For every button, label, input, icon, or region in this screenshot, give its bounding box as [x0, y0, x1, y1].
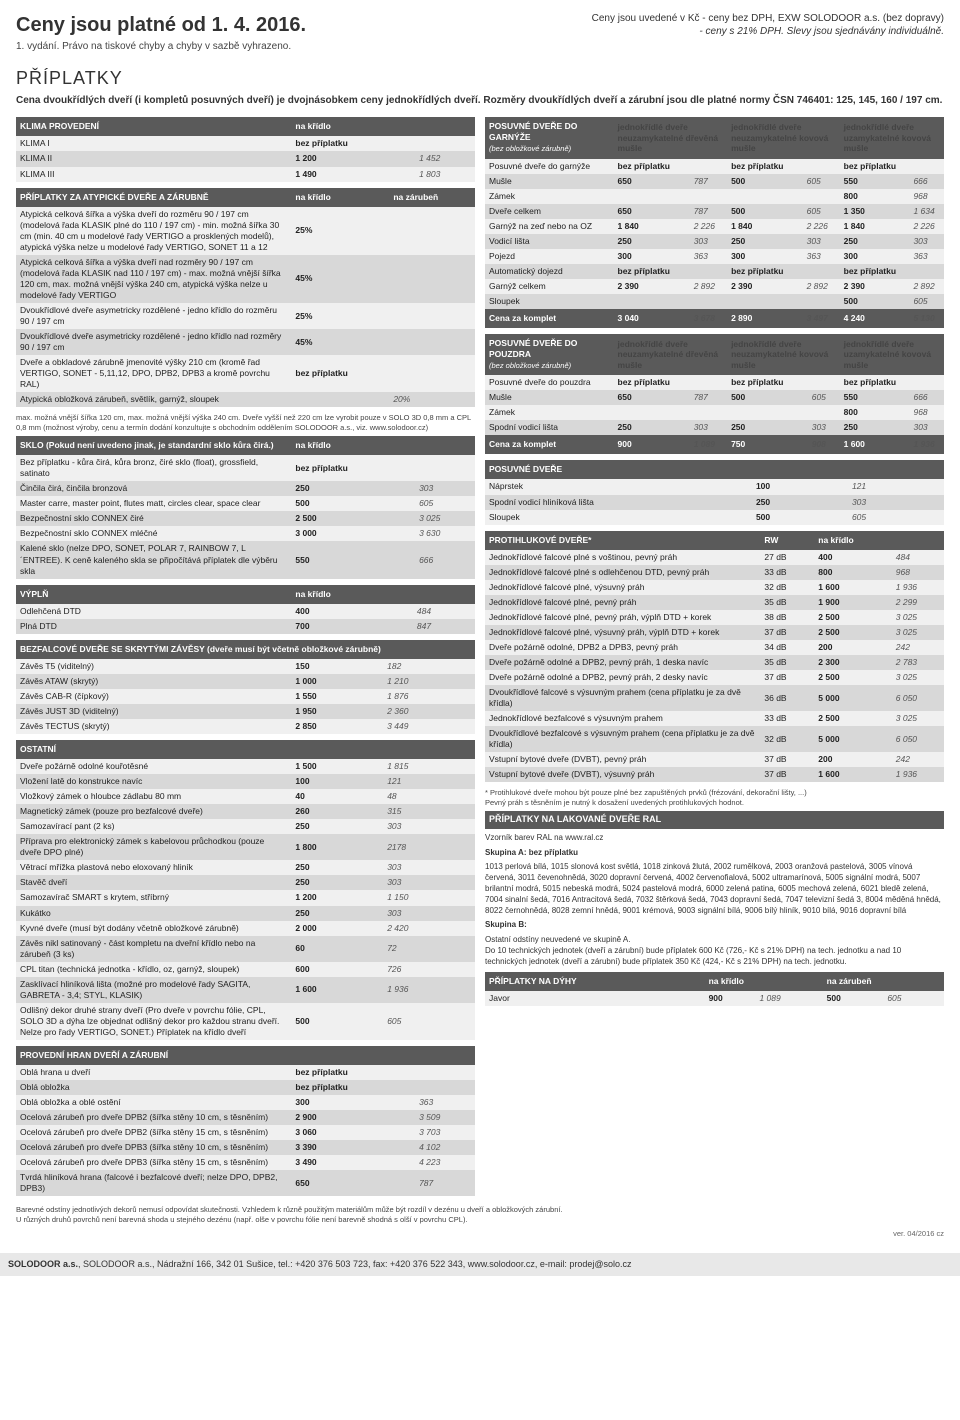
ral-ska: Skupina A: bez příplatku [485, 848, 944, 859]
header-sub: 1. vydání. Právo na tiskové chyby a chyb… [16, 40, 306, 53]
page-title: Ceny jsou platné od 1. 4. 2016. [16, 12, 306, 38]
proti-note: * Protihlukové dveře mohou být pouze pln… [485, 788, 944, 807]
ral-skb-text: Ostatní odstíny neuvedené ve skupině A. … [485, 935, 944, 967]
atyp-note: max. možná vnější šířka 120 cm, max. mož… [16, 413, 475, 432]
version: ver. 04/2016 cz [16, 1229, 944, 1239]
proti-table: PROTIHLUKOVÉ DVEŘE*RWna křídlo Jednokříd… [485, 531, 944, 783]
ral-title: PŘÍPLATKY NA LAKOVANÉ DVEŘE RAL [485, 811, 944, 829]
section-title: PŘÍPLATKY [16, 67, 944, 90]
ral-ska-text: 1013 perlová bílá, 1015 slonová kost svě… [485, 862, 944, 916]
atyp-table: PŘÍPLATKY ZA ATYPICKÉ DVEŘE A ZÁRUBNĚna … [16, 188, 475, 408]
posp-table: POSUVNÉ DVEŘE DO POUZDRA(bez obložkové z… [485, 334, 944, 454]
klima-table: KLIMA PROVEDENÍna křídlo KLIMA Ibez příp… [16, 117, 475, 181]
header-r1: Ceny jsou uvedené v Kč - ceny bez DPH, E… [592, 12, 944, 25]
header: Ceny jsou platné od 1. 4. 2016. 1. vydán… [16, 12, 944, 53]
hran-table: PROVEDNÍ HRAN DVEŘÍ A ZÁRUBNÍ Oblá hrana… [16, 1046, 475, 1196]
footer: SOLODOOR a.s., SOLODOOR a.s., Nádražní 1… [0, 1253, 960, 1277]
bezf-table: BEZFALCOVÉ DVEŘE SE SKRYTÝMI ZÁVĚSY (dve… [16, 640, 475, 734]
footnote: Barevné odstíny jednotlivých dekorů nemu… [16, 1205, 944, 1225]
sklo-table: SKLO (Pokud není uvedeno jinak, je stand… [16, 436, 475, 578]
ral-skb: Skupina B: [485, 920, 944, 931]
ral-vz: Vzorník barev RAL na www.ral.cz [485, 833, 944, 844]
posd-table: POSUVNÉ DVEŘE Náprstek100121Spodní vodic… [485, 460, 944, 524]
header-r2: - ceny s 21% DPH. Slevy jsou sjednávány … [592, 25, 944, 38]
posg-table: POSUVNÉ DVEŘE DO GARNÝŽE(bez obložkové z… [485, 117, 944, 328]
ost-table: OSTATNÍ Dveře požárně odolné kouřotěsné1… [16, 740, 475, 1040]
intro-text: Cena dvoukřídlých dveří (i kompletů posu… [16, 94, 944, 107]
vypln-table: VÝPLŇna křídlo Odlehčená DTD400484Plná D… [16, 585, 475, 634]
dyha-table: PŘÍPLATKY NA DÝHYna křídlona zárubeň Jav… [485, 972, 944, 1006]
